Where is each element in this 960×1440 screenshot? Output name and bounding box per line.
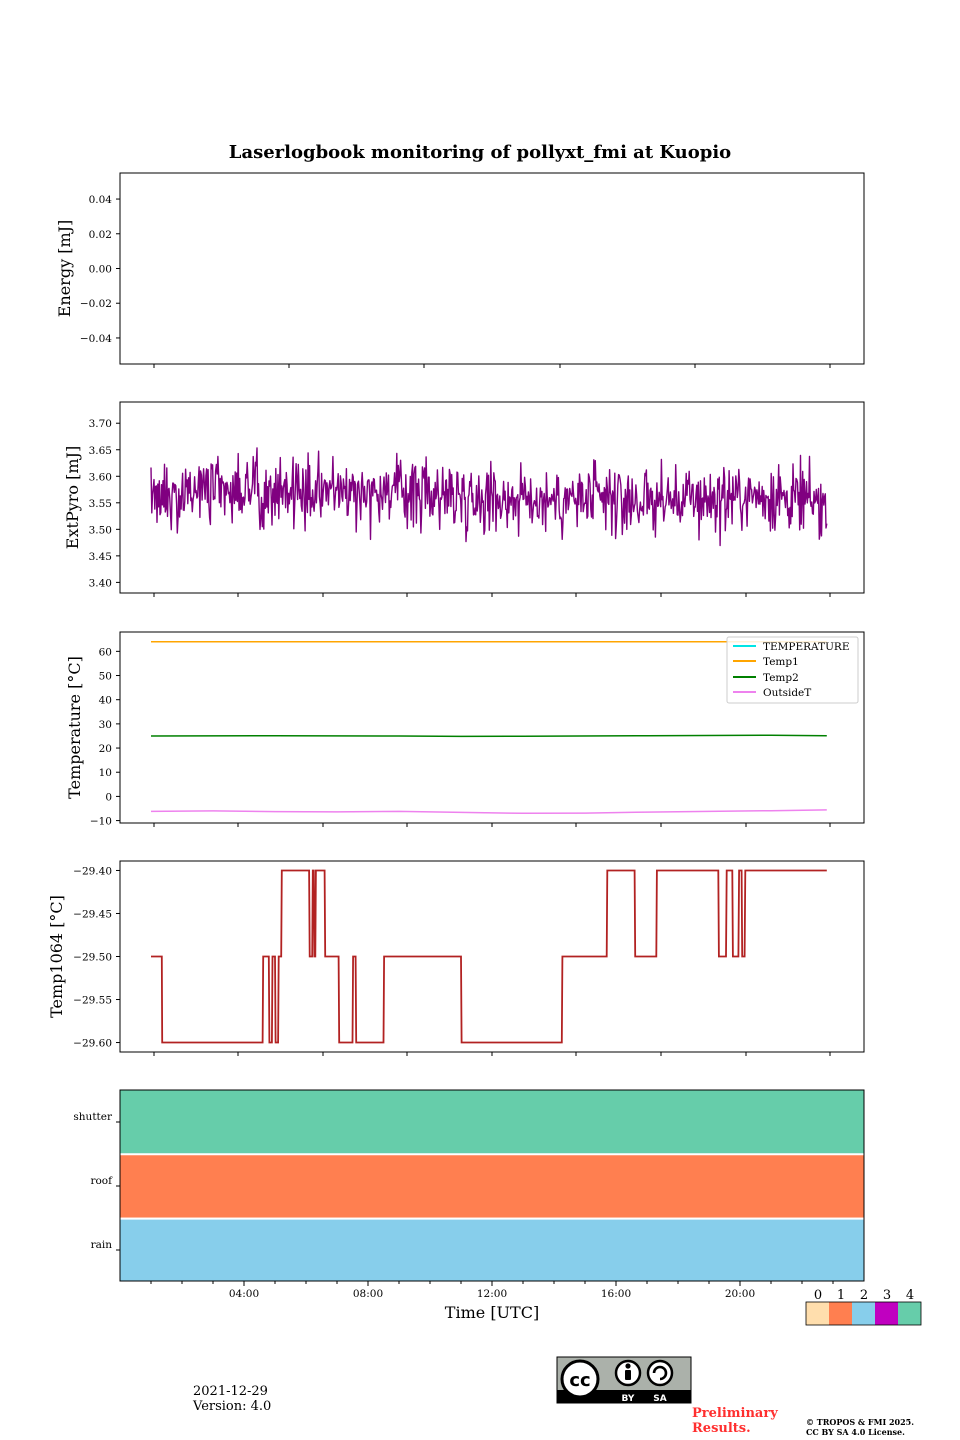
temperature-y-tick-label: 40 [99, 695, 112, 707]
temperature-y-ticks: 60 50 40 30 20 10 0 −10 [90, 646, 120, 828]
colorbar-cell-1 [829, 1302, 852, 1325]
legend-label-temperature: TEMPERATURE [763, 641, 850, 653]
colorbar-tick-label: 0 [814, 1288, 822, 1303]
temp1064-y-ticks: −29.40 −29.45 −29.50 −29.55 −29.60 [73, 865, 120, 1050]
attribution-icon-head [625, 1363, 631, 1369]
extpyro-y-tick-label: 3.65 [89, 445, 112, 457]
status-x-tick-label: 20:00 [725, 1288, 755, 1300]
energy-y-tick-label: 0.02 [89, 229, 112, 241]
status-row-label: roof [90, 1175, 113, 1187]
temp1064-panel: −29.40 −29.45 −29.50 −29.55 −29.60 Temp1064 … [47, 860, 865, 1056]
footer-version: Version: 4.0 [193, 1399, 272, 1414]
badge-sa-label: SA [653, 1394, 666, 1404]
temperature-y-tick-label: 60 [99, 646, 112, 658]
temp1064-series-line [151, 869, 827, 1044]
copyright-line-2: CC BY SA 4.0 License. [806, 1427, 905, 1437]
temp1064-axes-frame [119, 860, 865, 1053]
energy-panel: 0.04 0.02 0.00 −0.02 −0.04 Energy [mJ] [55, 172, 865, 368]
chart-title: Laserlogbook monitoring of pollyxt_fmi a… [229, 142, 731, 163]
energy-y-ticks: 0.04 0.02 0.00 −0.02 −0.04 [80, 194, 120, 345]
attribution-icon-body [625, 1370, 631, 1380]
energy-y-axis-label: Energy [mJ] [55, 220, 74, 318]
extpyro-y-tick-label: 3.70 [89, 418, 112, 430]
preliminary-line-2: Results. [692, 1421, 751, 1436]
temperature-y-tick-label: 50 [99, 671, 112, 683]
legend-label-temp1: Temp1 [763, 656, 799, 668]
status-row-label: rain [91, 1239, 113, 1251]
cc-icon-text: cc [569, 1370, 590, 1391]
colorbar-tick-label: 2 [860, 1288, 868, 1303]
status-x-tick-label: 08:00 [353, 1288, 383, 1300]
status-x-tick-label: 04:00 [229, 1288, 259, 1300]
temp1064-y-tick-label: −29.40 [73, 865, 112, 877]
footer-info: 2021-12-29 Version: 4.0 [193, 1384, 271, 1414]
status-row-rain [120, 1219, 864, 1282]
copyright-line-1: © TROPOS & FMI 2025. [806, 1417, 915, 1427]
temperature-y-tick-label: 30 [99, 719, 112, 731]
share-alike-arc [652, 1365, 668, 1381]
x-axis-label: Time [UTC] [445, 1303, 539, 1322]
legend-label-temp2: Temp2 [763, 672, 799, 684]
copyright-notice: © TROPOS & FMI 2025. CC BY SA 4.0 Licens… [806, 1417, 914, 1437]
extpyro-y-tick-label: 3.55 [89, 498, 112, 510]
temp2-series-line [150, 734, 827, 738]
extpyro-y-ticks: 3.70 3.65 3.60 3.55 3.50 3.45 3.40 [89, 418, 120, 589]
preliminary-notice: Preliminary Results. [692, 1406, 778, 1436]
energy-x-ticks [153, 364, 831, 368]
extpyro-y-tick-label: 3.60 [89, 471, 112, 483]
status-row-roof [120, 1155, 864, 1218]
status-panel: shutter roof rain 04:00 08:00 12:00 16:00 20… [73, 1089, 865, 1322]
temperature-x-ticks [153, 823, 831, 827]
temperature-y-axis-label: Temperature [°C] [65, 656, 84, 799]
colorbar-cell-4 [898, 1302, 921, 1325]
status-x-tick-label: 12:00 [477, 1288, 507, 1300]
colorbar-tick-label: 1 [837, 1288, 845, 1303]
temp1064-y-tick-label: −29.50 [73, 952, 112, 964]
footer-date: 2021-12-29 [193, 1384, 268, 1399]
temperature-y-tick-label: 0 [105, 791, 112, 803]
colorbar-tick-label: 3 [883, 1288, 891, 1303]
energy-y-tick-label: −0.02 [80, 298, 112, 310]
status-row-shutter [120, 1090, 864, 1154]
energy-y-tick-label: −0.04 [80, 333, 112, 345]
colorbar-cell-0 [806, 1302, 829, 1325]
temperature-y-tick-label: −10 [90, 816, 112, 828]
legend-label-outsidet: OutsideT [763, 687, 811, 699]
status-colorbar: 0 1 2 3 4 [805, 1288, 922, 1326]
status-x-tick-label: 16:00 [601, 1288, 631, 1300]
badge-by-label: BY [622, 1394, 635, 1404]
extpyro-y-axis-label: ExtPyro [mJ] [63, 446, 82, 549]
energy-y-tick-label: 0.04 [89, 194, 113, 206]
colorbar-cell-2 [852, 1302, 875, 1325]
status-row-label: shutter [73, 1111, 113, 1123]
energy-y-tick-label: 0.00 [89, 264, 112, 276]
temp1064-x-ticks [153, 1052, 831, 1056]
colorbar-cell-3 [875, 1302, 898, 1325]
share-alike-icon [646, 1359, 674, 1387]
extpyro-x-ticks [153, 593, 831, 597]
temp1064-y-tick-label: −29.55 [73, 995, 112, 1007]
colorbar-frame [805, 1301, 922, 1326]
extpyro-y-tick-label: 3.45 [89, 551, 112, 563]
temperature-y-tick-label: 10 [99, 767, 112, 779]
temperature-y-tick-label: 20 [99, 743, 112, 755]
outsidet-series-line [150, 809, 827, 815]
legend-box [726, 636, 859, 704]
status-x-ticks: 04:00 08:00 12:00 16:00 20:00 [150, 1281, 834, 1300]
cc-icon [560, 1359, 600, 1399]
extpyro-y-tick-label: 3.40 [89, 577, 112, 589]
energy-axes-frame [119, 172, 865, 365]
temperature-panel: 60 50 40 30 20 10 0 −10 Temperature [°C] TEMPER… [65, 631, 865, 828]
cc-by-sa-badge: cc BY SA [556, 1356, 692, 1404]
preliminary-line-1: Preliminary [692, 1406, 778, 1421]
temperature-legend: TEMPERATURE Temp1 Temp2 OutsideT [726, 636, 859, 704]
temp1064-y-axis-label: Temp1064 [°C] [47, 895, 66, 1018]
temp1064-y-tick-label: −29.45 [73, 908, 112, 920]
temp1064-y-tick-label: −29.60 [73, 1038, 112, 1050]
extpyro-series-line [150, 447, 828, 547]
extpyro-panel: 3.70 3.65 3.60 3.55 3.50 3.45 3.40 ExtPyro [mJ… [63, 401, 865, 597]
colorbar-tick-label: 4 [906, 1288, 914, 1303]
extpyro-y-tick-label: 3.50 [89, 524, 112, 536]
